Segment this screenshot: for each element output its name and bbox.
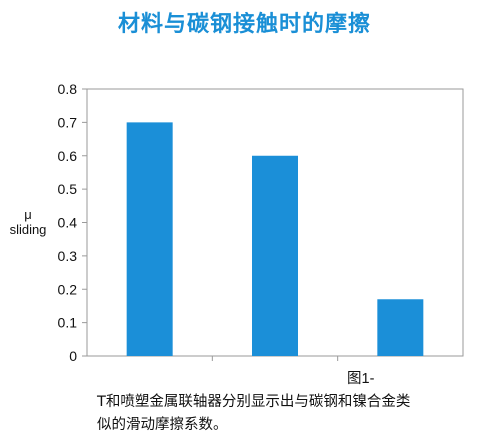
bars-group — [126, 122, 424, 356]
caption-line-2: T和喷塑金属联轴器分别显示出与碳钢和镍合金类 — [97, 394, 411, 410]
y-tick-label: 0 — [69, 348, 77, 364]
bar-chart: 0 0.1 0.2 0.3 0.4 0.5 0.6 0.7 0.8 镍合金碳钢ToughMet — [58, 81, 464, 364]
caption-line-3: 似的滑动摩擦系数。 — [97, 417, 228, 433]
chart-title: 材料与碳钢接触时的摩擦 — [117, 12, 371, 37]
y-tick-label: 0.7 — [58, 114, 78, 130]
figure-caption: 图1- T和喷塑金属联轴器分别显示出与碳钢和镍合金类 似的滑动摩擦系数。 — [97, 368, 477, 437]
y-axis-label: μ sliding — [4, 207, 52, 237]
x-axis-ticks: 镍合金碳钢ToughMet — [211, 356, 339, 361]
y-axis-ticks: 0 0.1 0.2 0.3 0.4 0.5 0.6 0.7 0.8 — [58, 81, 87, 364]
y-tick-label: 0.2 — [58, 281, 78, 297]
caption-line-1: 图1- — [97, 368, 477, 391]
y-tick-label: 0.1 — [58, 315, 78, 331]
y-tick-label: 0.4 — [58, 215, 78, 231]
y-tick-label: 0.6 — [58, 148, 78, 164]
caption-prefix: 图1- — [347, 371, 375, 387]
y-tick-label: 0.3 — [58, 248, 78, 264]
y-axis-label-symbol: μ — [24, 207, 32, 222]
bar — [377, 299, 424, 356]
bar — [252, 155, 298, 356]
bar — [126, 122, 173, 356]
y-tick-label: 0.5 — [58, 181, 78, 197]
y-axis-label-text: sliding — [9, 222, 47, 237]
y-tick-label: 0.8 — [58, 81, 78, 97]
